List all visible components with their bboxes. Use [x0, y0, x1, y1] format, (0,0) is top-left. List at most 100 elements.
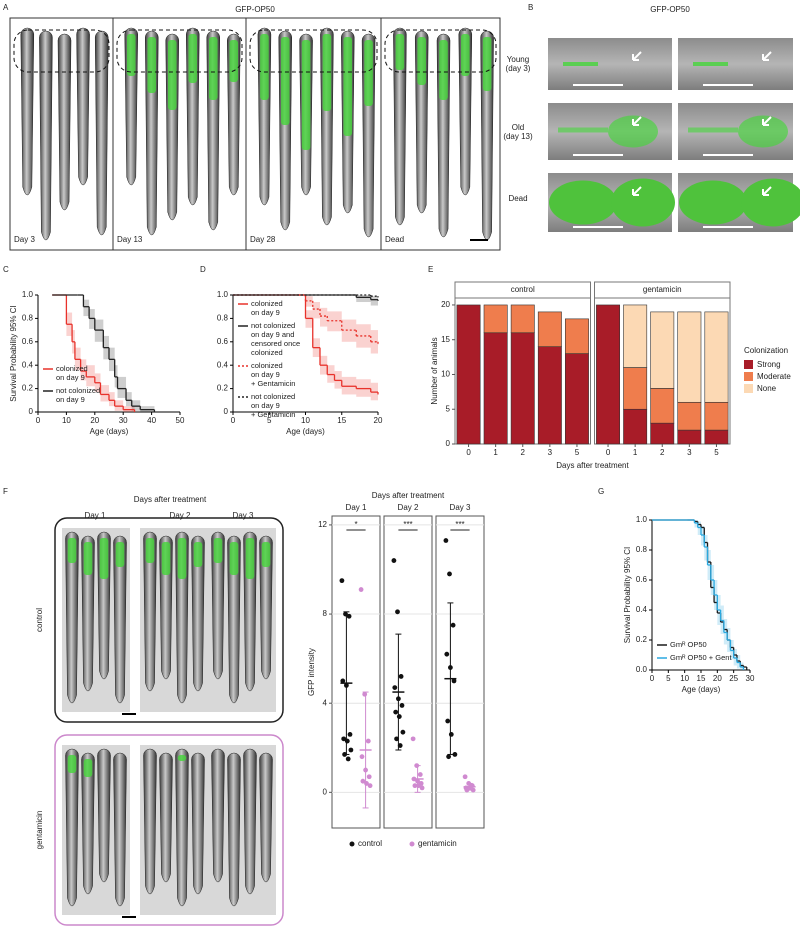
- arrow: [632, 186, 642, 196]
- legend-label: not colonized on day 9: [56, 386, 101, 404]
- data-point: [470, 787, 476, 793]
- facet-title: Day 3: [450, 503, 471, 512]
- ci-band: [736, 655, 741, 669]
- bar-segment: [483, 304, 508, 334]
- data-point: [348, 747, 354, 753]
- arrow: [632, 51, 642, 61]
- y-tick-label: 0: [446, 439, 451, 448]
- ci-band: [83, 299, 90, 317]
- x-tick-label: 30: [119, 416, 128, 425]
- data-point: [347, 732, 353, 737]
- facet-title: Day 2: [398, 503, 419, 512]
- bar-segment: [537, 346, 562, 445]
- gfp-signal: [126, 34, 136, 76]
- worm: [259, 535, 273, 680]
- x-tick-label: 20: [90, 416, 99, 425]
- facet-panel: [331, 515, 381, 829]
- worm: [227, 752, 241, 907]
- worm: [76, 27, 90, 186]
- bar-segment: [510, 304, 535, 334]
- worm: [97, 748, 111, 883]
- gfp-signal: [261, 542, 271, 567]
- gfp-signal: [679, 180, 747, 225]
- data-point: [340, 678, 346, 684]
- gfp-signal: [482, 37, 492, 91]
- ci-band: [720, 605, 724, 634]
- y-tick-label: 0.2: [636, 635, 648, 644]
- data-point: [400, 729, 406, 735]
- gfp-signal: [229, 542, 239, 575]
- y-tick-label: 0.4: [22, 360, 34, 369]
- x-tick-label: 50: [176, 416, 185, 425]
- bar-segment: [650, 311, 675, 389]
- data-point: [410, 736, 416, 742]
- y-tick-label: 0.8: [636, 545, 648, 554]
- ci-band: [370, 330, 378, 354]
- legend-label: Strong: [757, 360, 781, 369]
- legend-label: control: [358, 839, 382, 848]
- y-tick-label: 0.6: [217, 337, 229, 346]
- legend-swatch: [744, 384, 753, 393]
- gfp-signal: [208, 37, 218, 100]
- x-tick-label: 20: [374, 416, 383, 425]
- x-tick-label: 5: [666, 674, 671, 683]
- worm: [191, 535, 205, 692]
- arrow: [762, 51, 772, 61]
- column-label: Day 1: [85, 511, 106, 520]
- x-tick-label: 30: [746, 674, 755, 683]
- group-frame: [54, 517, 284, 723]
- data-point: [360, 778, 366, 784]
- worm: [113, 535, 127, 704]
- gfp-signal: [161, 542, 171, 575]
- data-point: [394, 736, 399, 742]
- facet-panel: [435, 515, 485, 829]
- arrow: [762, 116, 772, 126]
- data-point: [412, 783, 418, 789]
- gfp-signal: [213, 538, 223, 563]
- ci-band: [701, 526, 705, 546]
- worm: [39, 30, 53, 241]
- gfp-signal: [608, 115, 658, 148]
- gfp-signal: [67, 538, 77, 563]
- x-tick-label: 5: [267, 416, 272, 425]
- ci-band: [312, 302, 320, 319]
- ci-band: [109, 392, 115, 407]
- worm: [20, 27, 35, 196]
- worm: [243, 748, 257, 895]
- ci-band: [126, 392, 132, 407]
- x-tick-label: 5: [714, 448, 719, 457]
- panel-letter: B: [528, 3, 533, 12]
- column-label: Day 3: [233, 511, 254, 520]
- region-outline: [384, 29, 497, 73]
- gfp-signal: [549, 180, 617, 225]
- legend-swatch: [744, 360, 753, 369]
- ci-band: [100, 385, 109, 402]
- y-tick-label: 1.0: [22, 290, 34, 299]
- gfp-signal: [245, 538, 255, 579]
- gfp-signal: [611, 178, 675, 227]
- y-tick-label: 0.6: [22, 337, 34, 346]
- x-tick-label: 10: [680, 674, 689, 683]
- bar-segment: [677, 311, 702, 403]
- gfp-signal: [167, 40, 177, 110]
- x-tick-label: 2: [521, 448, 526, 457]
- worm: [159, 752, 173, 883]
- x-axis-label: Age (days): [90, 427, 129, 436]
- data-point: [344, 738, 350, 744]
- worm: [65, 531, 79, 704]
- legend-label: not colonized on day 9 and censored once…: [251, 321, 301, 357]
- gfp-signal: [558, 127, 608, 133]
- legend-label: colonized on day 9 + Gentamicin: [251, 361, 296, 388]
- group-label: control: [35, 608, 44, 632]
- ci-band: [327, 311, 342, 332]
- gfp-signal: [563, 62, 598, 66]
- worm: [143, 531, 157, 692]
- legend-label: Gmᴿ OP50 + Gent: [670, 653, 732, 662]
- data-point: [419, 785, 425, 791]
- arrow: [632, 116, 642, 126]
- y-tick-label: 10: [441, 370, 450, 379]
- region-outline: [249, 29, 378, 73]
- bar-segment: [456, 304, 481, 445]
- x-tick-label: 5: [575, 448, 580, 457]
